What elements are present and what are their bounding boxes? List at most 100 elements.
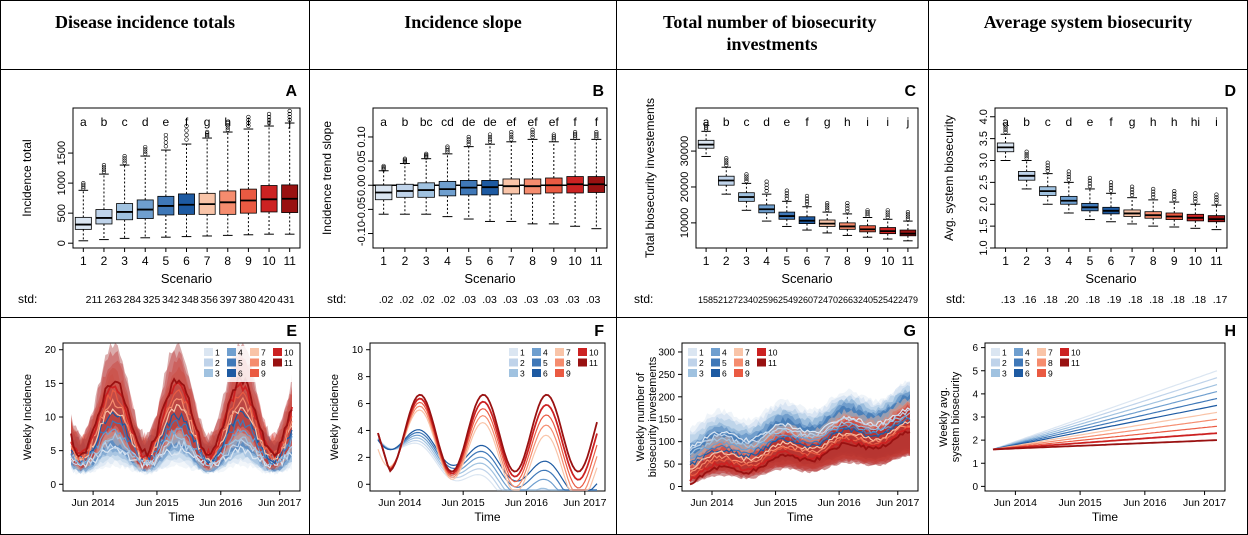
y-axis-label: Incidence total — [20, 139, 34, 216]
series-line-6 — [70, 410, 293, 465]
significance-letter: b — [402, 115, 409, 129]
legend-label-10: 10 — [1071, 348, 1081, 358]
series-band-9 — [690, 401, 910, 480]
y-tick-label: 2.5 — [978, 175, 990, 190]
outlier-point — [1129, 184, 1135, 189]
series-line-5 — [377, 431, 597, 491]
x-axis-label: Time — [787, 510, 814, 524]
outlier-point — [1129, 190, 1135, 195]
header-average-system-biosecurity: Average system biosecurity — [984, 12, 1193, 32]
y-tick-label: 0 — [357, 480, 363, 491]
outlier-point — [1024, 151, 1029, 157]
std-value: 397 — [220, 294, 238, 306]
significance-letter: f — [1109, 115, 1113, 129]
y-tick-label: 250 — [658, 370, 675, 381]
y-tick-label: 2 — [972, 436, 978, 447]
legend-label-11: 11 — [589, 358, 598, 368]
box-scenario-2 — [95, 209, 113, 225]
series-line-6 — [377, 429, 598, 491]
outlier-point — [1151, 192, 1156, 197]
x-tick-label: 10 — [881, 254, 895, 268]
y-tick-label: 0 — [972, 482, 978, 493]
outlier-point — [143, 149, 148, 154]
outlier-point — [163, 132, 168, 138]
legend-label-6: 6 — [722, 369, 727, 379]
y-tick-label: 10 — [352, 345, 364, 356]
y-tick-label: 8 — [357, 372, 363, 383]
outlier-point — [445, 144, 450, 149]
outlier-point — [1193, 193, 1198, 199]
legend-swatch-3 — [204, 369, 213, 377]
outlier-point — [905, 214, 911, 219]
outlier-point — [466, 139, 471, 144]
x-axis-label: Time — [168, 510, 195, 524]
panel-letter-G: G — [904, 323, 916, 340]
y-tick-label: 4 — [972, 389, 978, 400]
x-tick-label: Jun 2016 — [505, 497, 548, 509]
outlier-point — [143, 151, 148, 156]
y-tick-label: 5 — [50, 446, 56, 457]
outlier-point — [1214, 197, 1219, 202]
significance-letter: b — [1023, 115, 1030, 129]
significance-letter: h — [1171, 115, 1178, 129]
outlier-point — [266, 114, 272, 120]
legend-swatch-4 — [532, 348, 541, 356]
std-value: 263 — [104, 294, 122, 306]
x-tick-label: 6 — [1108, 254, 1115, 268]
outlier-point — [784, 196, 789, 201]
outlier-point — [885, 212, 890, 217]
legend-swatch-9 — [250, 369, 259, 377]
significance-letter: g — [204, 115, 211, 129]
outlier-point — [845, 206, 850, 211]
outlier-point — [594, 130, 599, 135]
outlier-point — [509, 130, 514, 135]
series-line-4 — [377, 434, 597, 491]
legend-swatch-5 — [532, 358, 541, 367]
x-tick-label: 10 — [262, 254, 276, 268]
significance-letter: b — [101, 115, 108, 129]
x-tick-label: 1 — [380, 254, 387, 268]
outlier-point — [865, 208, 870, 213]
std-value: .19 — [1107, 294, 1122, 306]
outlier-point — [1193, 191, 1198, 196]
std-value: .20 — [1064, 294, 1079, 306]
significance-letter: ef — [549, 115, 560, 129]
significance-letter: i — [247, 115, 250, 129]
outlier-point — [744, 174, 749, 179]
outlier-point — [246, 117, 251, 123]
std-label: std: — [18, 292, 37, 306]
x-tick-label: 8 — [529, 254, 536, 268]
legend-swatch-8 — [555, 358, 564, 367]
x-tick-label: Jun 2014 — [378, 497, 421, 509]
std-value: .13 — [1001, 294, 1016, 306]
outlier-point — [205, 129, 210, 135]
x-tick-label: Jun 2015 — [135, 497, 178, 509]
series-line-3 — [992, 384, 1218, 450]
outlier-point — [143, 147, 148, 152]
legend-swatch-11 — [757, 358, 766, 367]
std-label: std: — [946, 292, 965, 306]
legend-label-2: 2 — [1002, 358, 1007, 368]
outlier-point — [744, 176, 749, 181]
panel-letter-A: A — [285, 83, 297, 100]
outlier-point — [703, 122, 709, 127]
significance-letter: j — [906, 115, 910, 129]
legend-label-10: 10 — [768, 348, 778, 358]
x-tick-label: Jun 2017 — [1183, 497, 1226, 509]
series-line-8 — [377, 405, 598, 491]
outlier-point — [845, 203, 850, 208]
outlier-point — [402, 159, 408, 164]
legend-label-9: 9 — [745, 369, 750, 379]
legend-label-6: 6 — [238, 369, 243, 379]
outlier-point — [530, 134, 535, 140]
y-tick-label: 15 — [45, 379, 57, 390]
x-tick-label: 2 — [1023, 254, 1030, 268]
outlier-point — [487, 139, 493, 144]
std-value: .18 — [1149, 294, 1164, 306]
outlier-point — [1151, 186, 1156, 192]
panel-letter-H: H — [1224, 323, 1236, 340]
outlier-point — [784, 188, 789, 193]
y-tick-label: 4.0 — [978, 109, 990, 124]
x-axis-label: Scenario — [1085, 271, 1136, 286]
